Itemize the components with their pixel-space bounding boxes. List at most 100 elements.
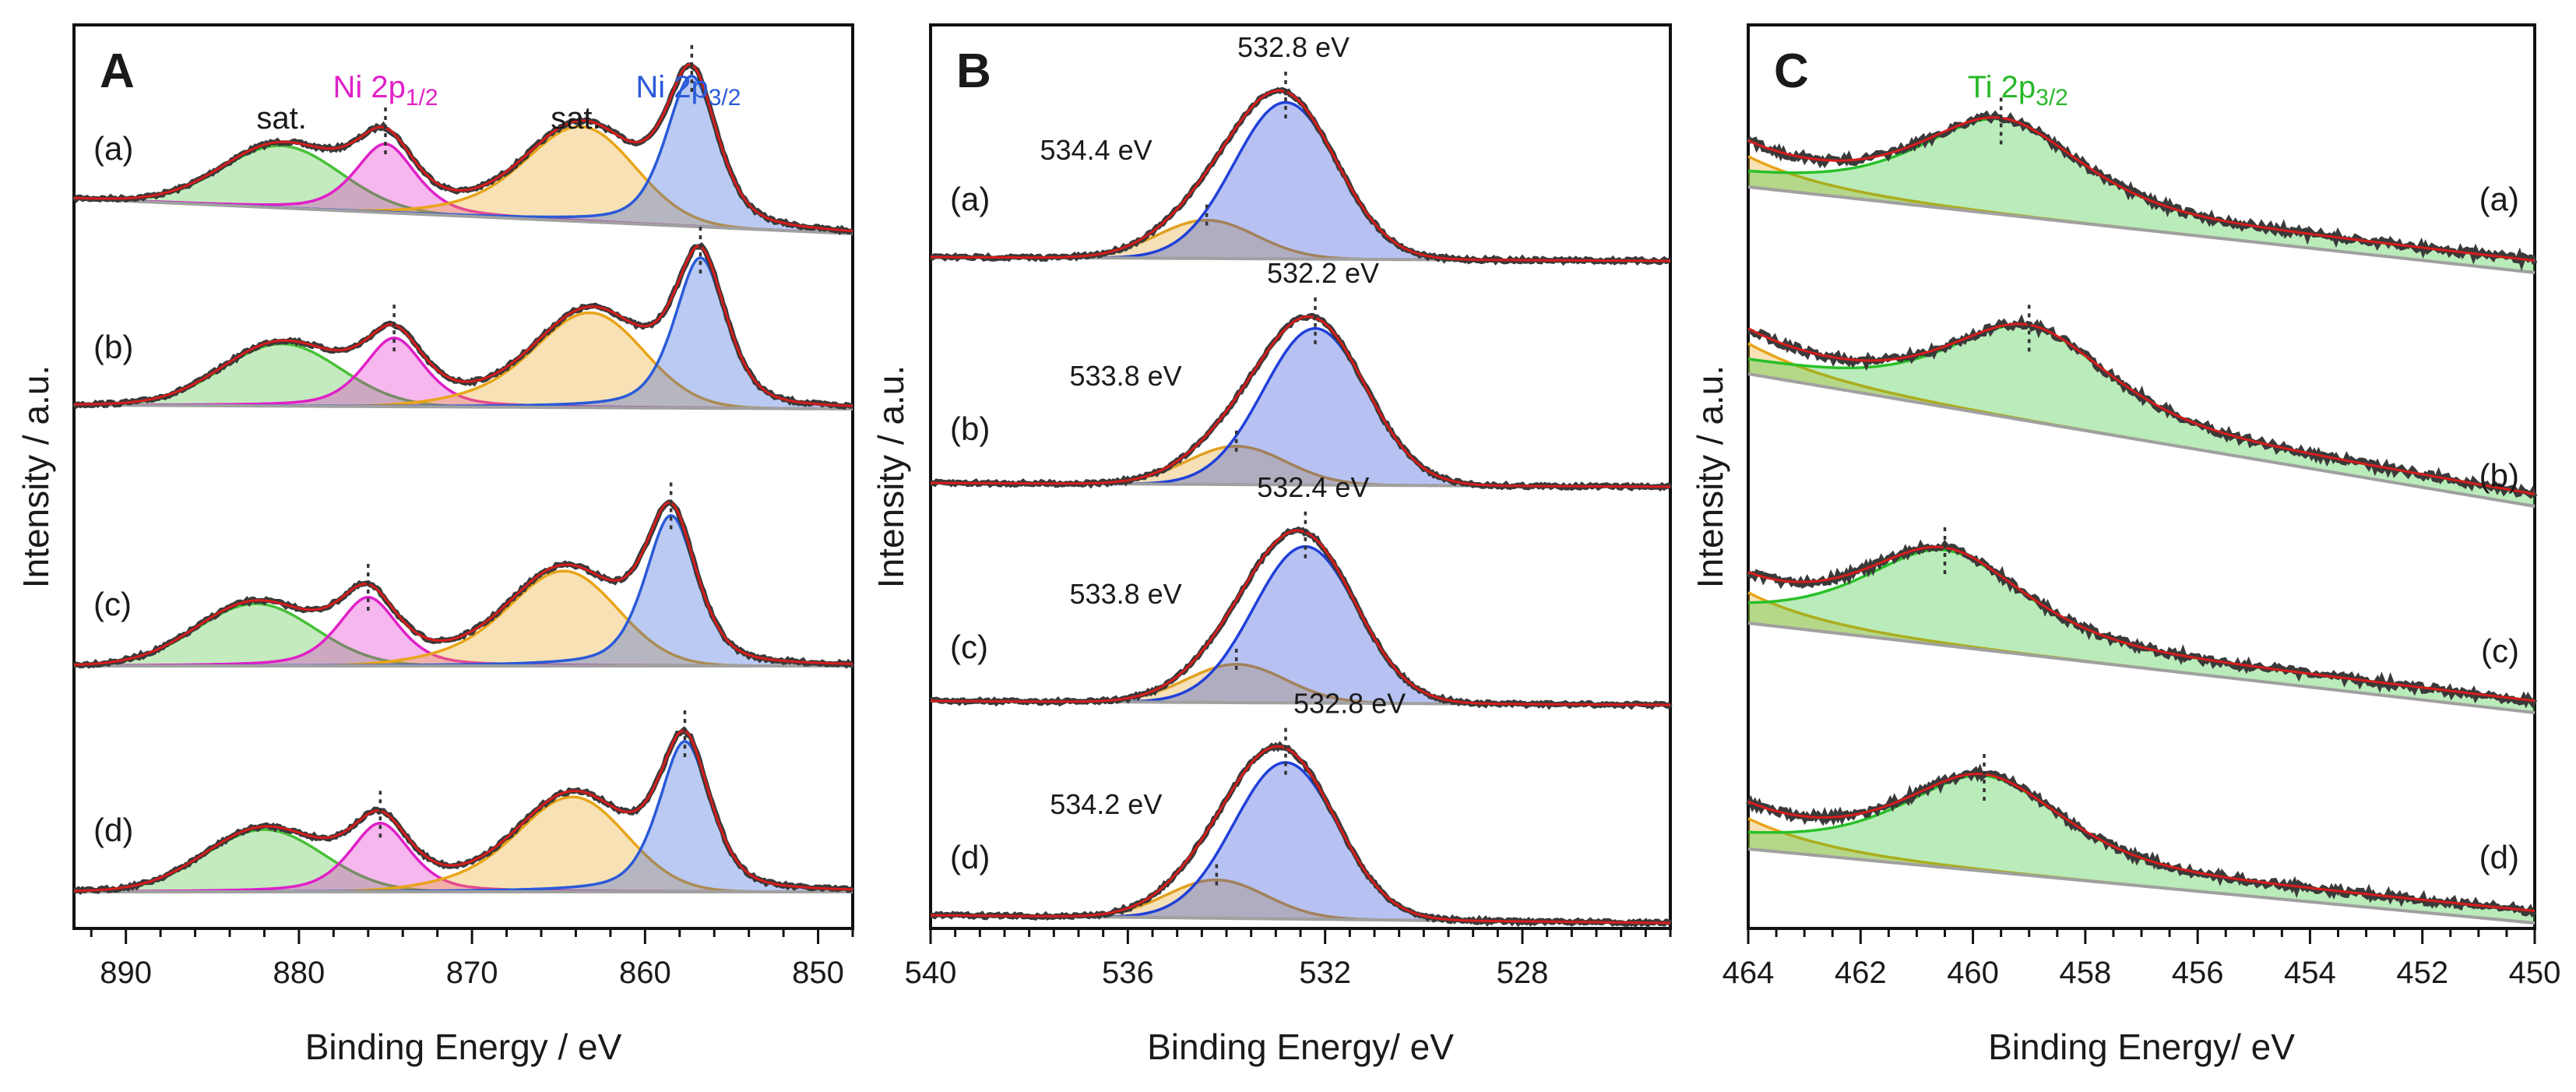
panel-a-annotations: (a) (b) (c) (d) sat. Ni 2p1/2 sat. Ni 2p3/2 [93, 70, 741, 848]
background-line [1747, 185, 2536, 274]
component-title: Ni 2p3/2 [635, 70, 741, 111]
panel-a-x-axis: 890 880 870 860 850 [90, 928, 854, 990]
component-fill [74, 126, 853, 234]
row-label-a: (a) [950, 181, 990, 217]
component-fill [74, 343, 853, 409]
peak-energy-label: 533.8 eV [1070, 578, 1182, 610]
x-tick-label: 452 [2396, 956, 2448, 990]
peak-energy-label: 533.8 eV [1070, 360, 1182, 392]
component-fill [74, 604, 853, 666]
component-fill [74, 830, 853, 892]
fit-envelope [73, 63, 853, 233]
panel-c-annotations: (a) (b) (c) (d) Ti 2p3/2 [1968, 70, 2519, 875]
x-tick-label: 528 [1497, 956, 1549, 990]
x-tick-label: 464 [1723, 956, 1775, 990]
panel-b-annotations: 534.4 eV 532.8 eV (a) 533.8 eV 532.2 eV (b) 53… [950, 31, 1406, 875]
component-fill [74, 258, 853, 409]
panel-c-spectra [1745, 97, 2538, 925]
fit-envelope [931, 529, 1670, 706]
component-fill [931, 762, 1670, 923]
panel-a-frame [72, 23, 854, 930]
panel-b-x-axis: 540 536 532 528 [905, 928, 1672, 990]
row-label-c: (c) [2481, 632, 2519, 669]
panel-c-frame [1747, 23, 2536, 930]
component-fill [74, 312, 853, 409]
component-fill [74, 76, 853, 234]
panel-b: 540 536 532 528 534.4 eV 532.8 eV (a) 533.8 eV… [871, 23, 1673, 1067]
x-tick-label: 890 [100, 956, 152, 990]
x-tick-label: 450 [2509, 956, 2561, 990]
component-fill [931, 664, 1670, 705]
spectrum-d [73, 710, 854, 896]
fit-envelope [1747, 773, 2536, 913]
peak-energy-label: 534.4 eV [1040, 134, 1153, 166]
row-label-c: (c) [93, 586, 132, 622]
panel-c-x-axis-title: Binding Energy/ eV [1988, 1027, 2295, 1067]
row-label-b: (b) [950, 410, 990, 447]
row-label-d: (d) [2479, 839, 2519, 875]
row-label-c: (c) [950, 629, 988, 665]
spectrum-d [930, 727, 1673, 929]
x-tick-label: 536 [1102, 956, 1154, 990]
component-fill [931, 546, 1670, 705]
panel-a: 890 880 870 860 850 (a) (b) (c) (d) sat. Ni 2p1/2… [16, 23, 854, 1067]
x-tick-label: 458 [2059, 956, 2111, 990]
peak-energy-label: 532.2 eV [1267, 257, 1379, 289]
background-line [73, 197, 853, 235]
panel-c-letter: C [1774, 44, 1809, 98]
component-fill [74, 146, 853, 234]
fit-envelope [73, 501, 853, 666]
fit-envelope [1747, 116, 2536, 262]
component-title: Ni 2p1/2 [333, 70, 438, 111]
panel-c: 464 462 460 458 456 454 452 450 (a) (b) (c) (d) Ti … [1690, 23, 2561, 1067]
fit-envelope [1747, 322, 2536, 495]
panel-a-y-axis-title: Intensity / a.u. [16, 365, 56, 588]
background-line [1747, 847, 2536, 925]
fit-envelope [1747, 545, 2536, 703]
component-title: sat. [551, 101, 600, 136]
component-fill [931, 446, 1670, 487]
x-tick-label: 540 [905, 956, 957, 990]
row-label-a: (a) [2479, 181, 2519, 217]
fit-envelope [74, 245, 853, 407]
component-fill [1748, 549, 2535, 713]
panel-a-x-axis-title: Binding Energy / eV [305, 1027, 622, 1067]
spectrum-d [1745, 754, 2537, 925]
component-title: sat. [256, 101, 306, 136]
x-tick-label: 870 [446, 956, 498, 990]
peak-energy-label: 532.8 eV [1237, 31, 1350, 63]
x-tick-label: 460 [1947, 956, 1999, 990]
panel-b-y-axis-title: Intensity / a.u. [871, 365, 911, 588]
component-title: Ti 2p3/2 [1968, 70, 2068, 111]
x-tick-label: 454 [2284, 956, 2336, 990]
spectrum-a [930, 72, 1671, 266]
spectrum-c [72, 482, 854, 669]
peak-energy-label: 532.8 eV [1293, 688, 1406, 720]
spectrum-a [1746, 97, 2538, 274]
background-line [1747, 372, 2536, 508]
x-tick-label: 456 [2172, 956, 2224, 990]
panel-a-spectra [72, 44, 854, 896]
panel-c-x-axis: 464 462 460 458 456 454 452 450 [1723, 928, 2561, 990]
component-fill [931, 328, 1670, 487]
x-tick-label: 860 [619, 956, 671, 990]
x-tick-label: 880 [273, 956, 326, 990]
spectrum-c [1746, 527, 2538, 714]
row-label-a: (a) [93, 130, 133, 167]
spectrum-b [1747, 305, 2538, 508]
row-label-d: (d) [93, 812, 133, 848]
fit-envelope [73, 729, 853, 893]
spectrum-b [930, 297, 1673, 491]
background-line [1747, 622, 2536, 714]
x-tick-label: 850 [792, 956, 844, 990]
row-label-b: (b) [93, 329, 133, 365]
spectrum-a [72, 44, 853, 236]
panel-c-y-axis-title: Intensity / a.u. [1690, 365, 1730, 588]
component-fill [74, 741, 853, 892]
row-label-d: (d) [950, 839, 990, 875]
component-fill [74, 797, 853, 892]
fit-envelope [931, 89, 1670, 262]
spectrum-b [72, 227, 853, 410]
x-tick-label: 462 [1835, 956, 1887, 990]
